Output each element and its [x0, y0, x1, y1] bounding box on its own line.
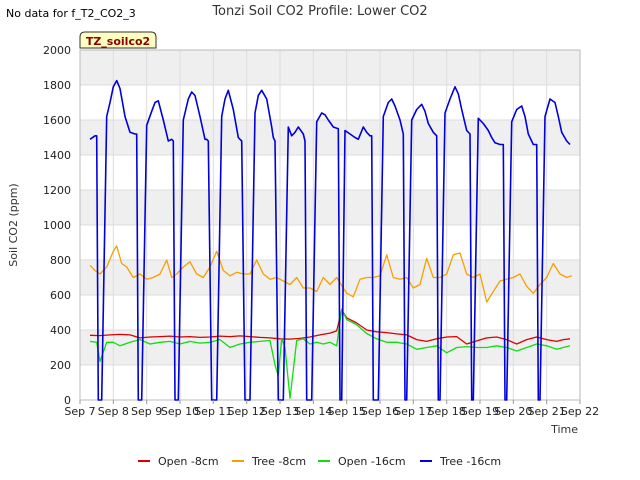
y-tick-label: 600: [50, 289, 71, 302]
series-lines: [89, 79, 572, 401]
y-tick-label: 800: [50, 254, 71, 267]
badge-label: TZ_soilco2: [86, 35, 150, 48]
y-tick-label: 1400: [43, 149, 71, 162]
x-tick-label: Sep 15: [328, 405, 366, 418]
x-tick-label: Sep 8: [98, 405, 129, 418]
background-bands: [80, 50, 580, 365]
x-tick-label: Sep 9: [131, 405, 162, 418]
y-tick-label: 1000: [43, 219, 71, 232]
y-tick-label: 1600: [43, 114, 71, 127]
y-axis-label: Soil CO2 (ppm): [7, 183, 20, 266]
series-line-tree16: [89, 79, 571, 401]
x-tick-label: Sep 7: [64, 405, 95, 418]
legend-label: Tree -8cm: [251, 455, 306, 468]
x-tick-label: Sep 11: [194, 405, 232, 418]
x-tick-label: Sep 21: [528, 405, 566, 418]
grid-lines: [79, 49, 581, 401]
x-tick-label: Sep 20: [494, 405, 532, 418]
x-tick-label: Sep 16: [361, 405, 399, 418]
legend-label: Open -16cm: [338, 455, 406, 468]
x-axis-label: Time: [550, 423, 578, 436]
x-tick-label: Sep 14: [294, 405, 332, 418]
series-line-tree8: [89, 245, 572, 303]
y-tick-label: 1800: [43, 79, 71, 92]
band: [80, 50, 580, 85]
x-tick-label: Sep 22: [561, 405, 599, 418]
plot-frame: [79, 49, 581, 401]
legend-label: Open -8cm: [158, 455, 219, 468]
x-tick-label: Sep 18: [428, 405, 466, 418]
x-tick-label: Sep 13: [261, 405, 299, 418]
badge-background: [79, 31, 157, 49]
y-tick-label: 200: [50, 359, 71, 372]
legend: Open -8cm Tree -8cm Open -16cm Tree -16cm: [138, 455, 501, 468]
no-data-note: No data for f_T2_CO2_3: [6, 7, 136, 20]
y-tick-label: 400: [50, 324, 71, 337]
series-line-open8: [89, 309, 571, 345]
x-tick-label: Sep 19: [461, 405, 499, 418]
chart-title: Tonzi Soil CO2 Profile: Lower CO2: [211, 4, 427, 19]
dataset-badge: TZ_soilco2: [79, 31, 157, 49]
y-axis-ticks: 0 200 400 600 800 1000 1200 1400 1600 1800 2000: [43, 44, 71, 407]
band: [80, 190, 580, 225]
y-tick-label: 0: [64, 394, 71, 407]
x-tick-label: Sep 10: [161, 405, 199, 418]
y-tick-label: 1200: [43, 184, 71, 197]
legend-label: Tree -16cm: [439, 455, 501, 468]
x-tick-label: Sep 17: [394, 405, 432, 418]
y-tick-label: 2000: [43, 44, 71, 57]
band: [80, 120, 580, 155]
x-tick-label: Sep 12: [228, 405, 266, 418]
